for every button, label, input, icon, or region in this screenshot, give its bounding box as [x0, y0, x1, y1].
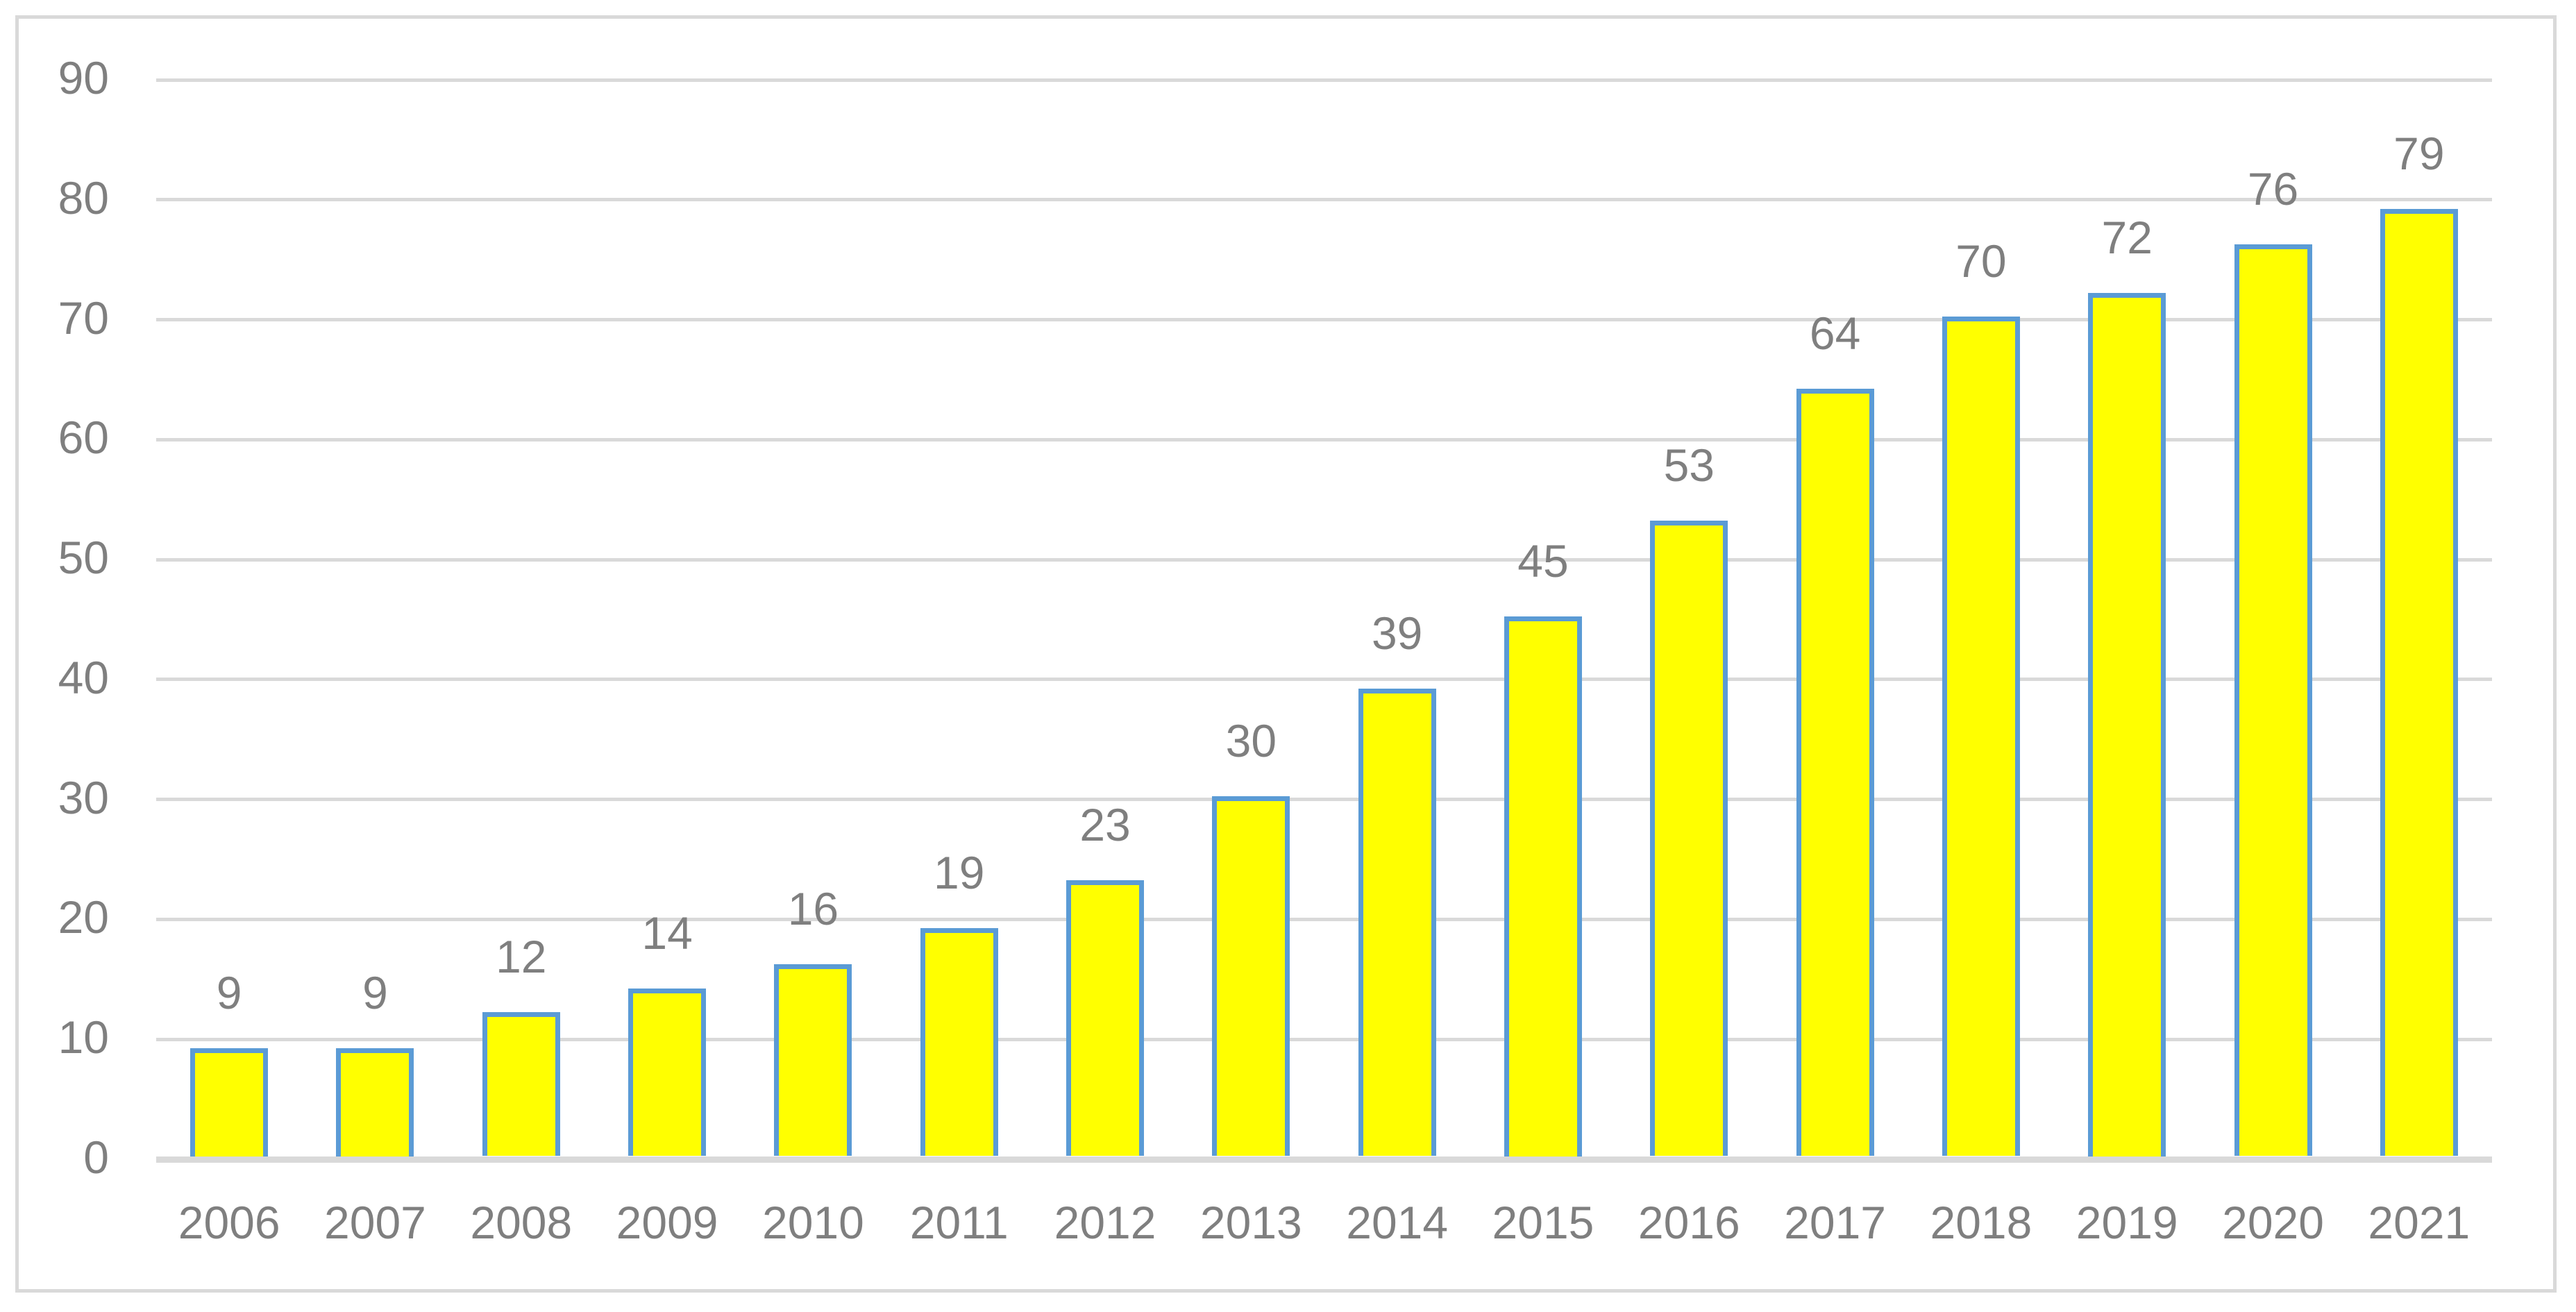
gridline	[156, 917, 2492, 921]
gridline	[156, 678, 2492, 682]
gridline	[156, 557, 2492, 562]
y-tick-label: 20	[58, 891, 109, 943]
x-axis-label: 2018	[1930, 1197, 2032, 1248]
x-axis-label: 2012	[1054, 1197, 1156, 1248]
bar	[2234, 244, 2312, 1157]
x-axis-label: 2016	[1638, 1197, 1740, 1248]
bar	[1942, 317, 2020, 1157]
y-tick-label: 80	[58, 171, 109, 224]
bar-value-label: 30	[1225, 715, 1277, 767]
bar	[1358, 688, 1436, 1157]
y-tick-label: 50	[58, 532, 109, 584]
y-tick-label: 70	[58, 292, 109, 344]
bar-value-label: 45	[1517, 535, 1569, 587]
x-axis-label: 2014	[1346, 1197, 1449, 1248]
gridline	[156, 437, 2492, 441]
bar	[1504, 616, 1582, 1157]
x-axis-label: 2007	[324, 1197, 426, 1248]
bar	[1212, 796, 1290, 1157]
x-axis-label: 2015	[1492, 1197, 1594, 1248]
bar-value-label: 19	[934, 847, 985, 899]
bar	[628, 988, 707, 1157]
bar-value-label: 16	[787, 883, 839, 935]
bar-value-label: 76	[2247, 163, 2299, 215]
x-axis-label: 2021	[2368, 1197, 2470, 1248]
x-axis-label: 2010	[761, 1197, 864, 1248]
bar-value-label: 9	[216, 967, 242, 1018]
y-tick-label: 0	[83, 1132, 109, 1183]
x-axis-label: 2013	[1199, 1197, 1302, 1248]
y-tick-label: 90	[58, 52, 109, 103]
bar-value-label: 9	[362, 967, 388, 1018]
x-axis-label: 2017	[1784, 1197, 1886, 1248]
bar	[1796, 388, 1874, 1157]
gridline	[156, 198, 2492, 202]
x-axis-label: 2011	[909, 1197, 1009, 1248]
figure-border	[15, 15, 2557, 1293]
y-tick-label: 30	[58, 771, 109, 823]
bar-value-label: 39	[1371, 607, 1423, 659]
bar	[336, 1048, 414, 1157]
gridline	[156, 1037, 2492, 1041]
y-tick-label: 10	[58, 1011, 109, 1063]
plot-area	[156, 78, 2492, 1163]
x-axis-label: 2006	[178, 1197, 280, 1248]
bar-value-label: 53	[1663, 439, 1715, 491]
x-axis-label: 2020	[2222, 1197, 2324, 1248]
bar	[2088, 292, 2166, 1157]
bar-value-label: 12	[496, 931, 547, 983]
bar-value-label: 79	[2393, 127, 2445, 179]
bar	[2380, 208, 2458, 1157]
x-axis-label: 2019	[2076, 1197, 2178, 1248]
bar-value-label: 70	[1955, 235, 2007, 287]
bar-value-label: 64	[1809, 307, 1861, 359]
bar	[190, 1048, 269, 1157]
gridline	[156, 78, 2492, 82]
bar	[774, 964, 852, 1157]
gridline	[156, 318, 2492, 322]
bar	[482, 1012, 560, 1157]
bar	[1066, 880, 1145, 1157]
y-tick-label: 60	[58, 412, 109, 464]
x-axis-line	[156, 1156, 2492, 1163]
x-axis-label: 2008	[470, 1197, 573, 1248]
x-axis-label: 2009	[616, 1197, 718, 1248]
bar-value-label: 72	[2101, 211, 2153, 263]
bar	[1650, 520, 1728, 1157]
bar-value-label: 23	[1079, 799, 1131, 851]
y-tick-label: 40	[58, 651, 109, 703]
bar	[920, 928, 998, 1157]
bar-value-label: 14	[641, 907, 693, 959]
gridline	[156, 798, 2492, 802]
